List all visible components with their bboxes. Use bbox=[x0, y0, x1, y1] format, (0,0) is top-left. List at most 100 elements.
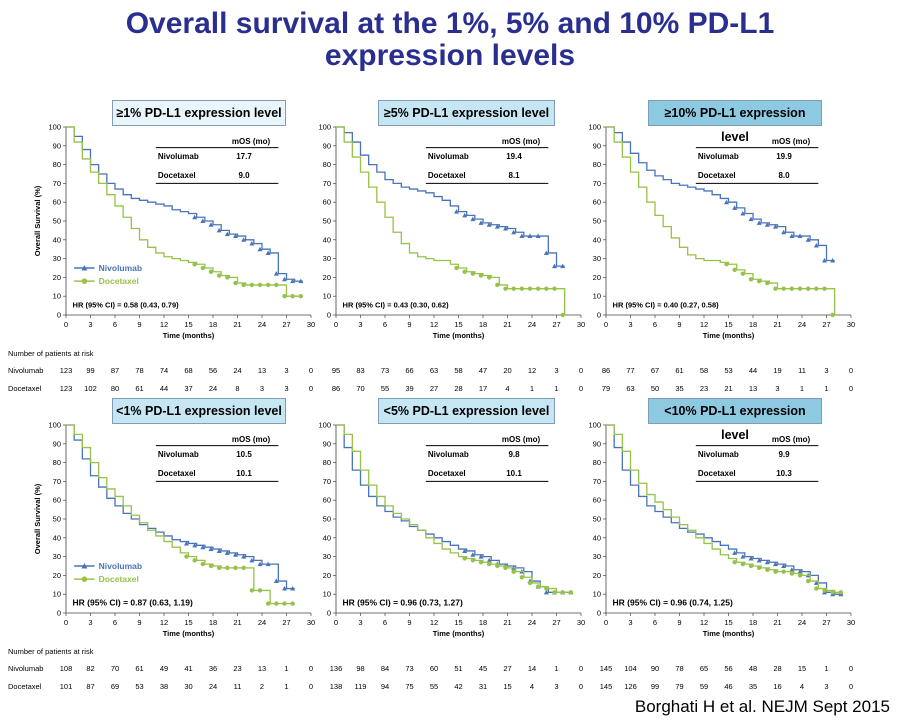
censor-marker-docetaxel bbox=[511, 569, 516, 574]
y-tick-label: 100 bbox=[318, 123, 331, 132]
censor-marker-nivolumab bbox=[781, 229, 787, 235]
x-tick-label: 30 bbox=[577, 618, 585, 627]
y-tick-label: 0 bbox=[57, 311, 61, 320]
censor-marker-nivolumab bbox=[200, 218, 206, 223]
mos-value: 10.5 bbox=[236, 450, 252, 459]
risk-count-nivolumab: 15 bbox=[797, 664, 807, 673]
mos-value: 17.7 bbox=[236, 152, 252, 161]
x-tick-label: 18 bbox=[749, 320, 757, 329]
x-tick-label: 24 bbox=[258, 618, 266, 627]
risk-count-docetaxel: 79 bbox=[601, 384, 611, 393]
censor-marker-nivolumab bbox=[511, 229, 517, 235]
x-tick-label: 18 bbox=[209, 320, 217, 329]
x-tick-label: 12 bbox=[160, 320, 168, 329]
censor-marker-nivolumab bbox=[208, 546, 214, 552]
mos-header: mOS (mo) bbox=[772, 435, 811, 444]
censor-marker-docetaxel bbox=[503, 286, 508, 291]
series-line-nivolumab bbox=[336, 126, 565, 267]
censor-marker-nivolumab bbox=[813, 242, 819, 248]
y-tick-label: 20 bbox=[323, 571, 331, 580]
censor-marker-nivolumab bbox=[282, 586, 287, 591]
x-tick-label: 15 bbox=[724, 320, 732, 329]
censor-marker-nivolumab bbox=[257, 246, 263, 252]
km-chart-2: 0 3 6 9 12 15 18 21 24 27 30 0 10 20 30 40 50 60 70 80 90 100… bbox=[318, 123, 585, 341]
risk-count-docetaxel: 11 bbox=[233, 682, 242, 691]
risk-count-docetaxel: 27 bbox=[429, 384, 439, 393]
censor-marker-nivolumab bbox=[781, 563, 787, 568]
y-tick-label: 40 bbox=[323, 235, 331, 244]
risk-count-nivolumab: 0 bbox=[308, 664, 314, 673]
risk-count-docetaxel: 0 bbox=[308, 384, 314, 393]
risk-count-nivolumab: 136 bbox=[329, 664, 343, 673]
risk-count-nivolumab: 67 bbox=[650, 366, 660, 375]
risk-count-nivolumab: 58 bbox=[699, 366, 709, 375]
y-tick-label: 80 bbox=[53, 458, 61, 467]
censor-marker-nivolumab bbox=[732, 205, 738, 210]
censor-marker-nivolumab bbox=[208, 222, 214, 227]
risk-count-docetaxel: 69 bbox=[110, 682, 120, 691]
risk-row-label: Nivolumab bbox=[8, 366, 44, 375]
mos-value: 9.0 bbox=[238, 171, 250, 180]
y-tick-label: 70 bbox=[53, 477, 61, 486]
risk-row-label: Docetaxel bbox=[8, 384, 42, 393]
y-tick-label: 80 bbox=[593, 160, 601, 169]
x-tick-label: 6 bbox=[383, 320, 387, 329]
risk-count-docetaxel: 2 bbox=[259, 682, 265, 691]
censor-marker-nivolumab bbox=[822, 257, 827, 263]
mos-value: 9.8 bbox=[508, 450, 520, 459]
risk-count-docetaxel: 123 bbox=[59, 384, 73, 393]
risk-count-docetaxel: 138 bbox=[329, 682, 343, 691]
risk-count-nivolumab: 87 bbox=[110, 366, 120, 375]
risk-count-nivolumab: 61 bbox=[675, 366, 684, 375]
panel-title: <1% PD-L1 expression level bbox=[112, 398, 286, 424]
censor-marker-nivolumab bbox=[216, 227, 222, 233]
censor-marker-docetaxel bbox=[265, 601, 271, 606]
risk-count-nivolumab: 145 bbox=[599, 664, 613, 673]
censor-marker-docetaxel bbox=[225, 565, 230, 571]
censor-marker-docetaxel bbox=[495, 563, 500, 569]
mos-row-label: Nivolumab bbox=[428, 152, 469, 161]
risk-count-docetaxel: 1 bbox=[284, 682, 289, 691]
censor-marker-docetaxel bbox=[225, 275, 230, 280]
x-tick-label: 27 bbox=[822, 618, 830, 627]
risk-count-nivolumab: 108 bbox=[59, 664, 73, 673]
risk-count-docetaxel: 0 bbox=[308, 682, 314, 691]
risk-count-docetaxel: 1 bbox=[799, 384, 805, 393]
censor-marker-nivolumab bbox=[773, 224, 778, 229]
mos-value: 10.1 bbox=[506, 469, 522, 478]
x-tick-label: 6 bbox=[113, 618, 117, 627]
risk-count-nivolumab: 78 bbox=[135, 366, 144, 375]
censor-marker-nivolumab bbox=[797, 569, 803, 574]
mos-value: 9.9 bbox=[778, 450, 790, 459]
x-axis-label: Time (months) bbox=[163, 629, 215, 638]
x-tick-label: 30 bbox=[577, 320, 585, 329]
risk-count-docetaxel: 102 bbox=[84, 384, 97, 393]
risk-count-nivolumab: 1 bbox=[554, 664, 559, 673]
y-tick-label: 10 bbox=[53, 292, 61, 301]
risk-count-nivolumab: 74 bbox=[159, 366, 169, 375]
y-tick-label: 30 bbox=[323, 552, 331, 561]
censor-marker-nivolumab bbox=[233, 233, 238, 239]
risk-count-docetaxel: 70 bbox=[356, 384, 365, 393]
censor-marker-docetaxel bbox=[527, 580, 533, 586]
km-chart-1: 0 3 6 9 12 15 18 21 24 27 30 0 10 20 30 40 50 60 70 80 90 100… bbox=[33, 123, 315, 341]
censor-marker-docetaxel bbox=[478, 273, 484, 278]
risk-count-docetaxel: 80 bbox=[110, 384, 120, 393]
x-tick-label: 27 bbox=[282, 618, 290, 627]
mos-value: 10.1 bbox=[236, 469, 252, 478]
mos-header: mOS (mo) bbox=[502, 435, 541, 444]
x-tick-label: 18 bbox=[479, 320, 487, 329]
y-tick-label: 10 bbox=[593, 590, 601, 599]
censor-marker-docetaxel bbox=[568, 590, 574, 595]
y-tick-label: 0 bbox=[327, 311, 331, 320]
censor-marker-nivolumab bbox=[298, 278, 304, 284]
x-tick-label: 6 bbox=[113, 320, 117, 329]
x-tick-label: 27 bbox=[552, 320, 560, 329]
risk-count-nivolumab: 63 bbox=[429, 366, 439, 375]
km-chart-4: 0 3 6 9 12 15 18 21 24 27 30 0 10 20 30 40 50 60 70 80 90 100… bbox=[33, 421, 315, 639]
x-tick-label: 27 bbox=[282, 320, 290, 329]
x-tick-label: 24 bbox=[528, 320, 536, 329]
x-tick-label: 24 bbox=[798, 618, 806, 627]
y-tick-label: 80 bbox=[53, 160, 61, 169]
risk-count-nivolumab: 3 bbox=[824, 366, 829, 375]
